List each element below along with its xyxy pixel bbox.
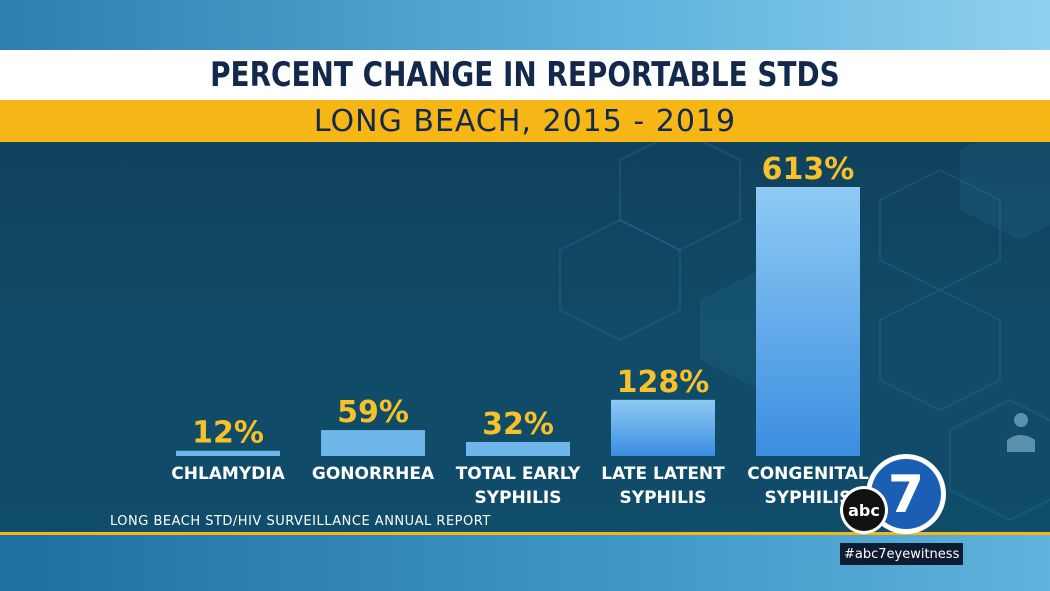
bar-2 xyxy=(466,441,570,456)
value-label-2: 32% xyxy=(482,407,554,442)
abc7-logo: 7 abc xyxy=(840,454,946,534)
chart-title: PERCENT CHANGE IN REPORTABLE STDS xyxy=(210,55,840,95)
category-label-2-0: TOTAL EARLY xyxy=(456,464,581,484)
person-icon xyxy=(1007,413,1035,452)
hashtag-badge: #abc7eyewitness xyxy=(840,543,964,565)
category-label-0-0: CHLAMYDIA xyxy=(171,464,285,484)
bar-3 xyxy=(611,399,715,456)
chart-subtitle: LONG BEACH, 2015 - 2019 xyxy=(313,103,737,139)
logo-seven: 7 xyxy=(888,465,924,525)
value-label-3: 128% xyxy=(617,365,710,400)
source-note: LONG BEACH STD/HIV SURVEILLANCE ANNUAL R… xyxy=(110,514,491,529)
bar-chart: 12% CHLAMYDIA 59% GONORRHEA 32% TOTAL EARLY SY… xyxy=(171,152,869,508)
value-label-0: 12% xyxy=(192,416,264,451)
subtitle-bar: LONG BEACH, 2015 - 2019 xyxy=(0,100,1050,142)
title-bar: PERCENT CHANGE IN REPORTABLE STDS xyxy=(0,50,1050,100)
category-label-4-1: SYPHILIS xyxy=(765,488,852,508)
logo-abc: abc xyxy=(848,501,880,520)
bar-4 xyxy=(756,187,860,456)
bar-0 xyxy=(176,450,280,456)
category-label-3-0: LATE LATENT xyxy=(601,464,725,484)
category-label-3-1: SYPHILIS xyxy=(620,488,707,508)
top-decor-strip xyxy=(0,0,1050,50)
value-label-1: 59% xyxy=(337,395,409,430)
category-label-4-0: CONGENITAL xyxy=(747,464,869,484)
value-label-4: 613% xyxy=(762,152,855,187)
category-label-1-0: GONORRHEA xyxy=(312,464,435,484)
bar-1 xyxy=(321,430,425,456)
category-label-2-1: SYPHILIS xyxy=(475,488,562,508)
bottom-accent-line xyxy=(0,532,1050,535)
